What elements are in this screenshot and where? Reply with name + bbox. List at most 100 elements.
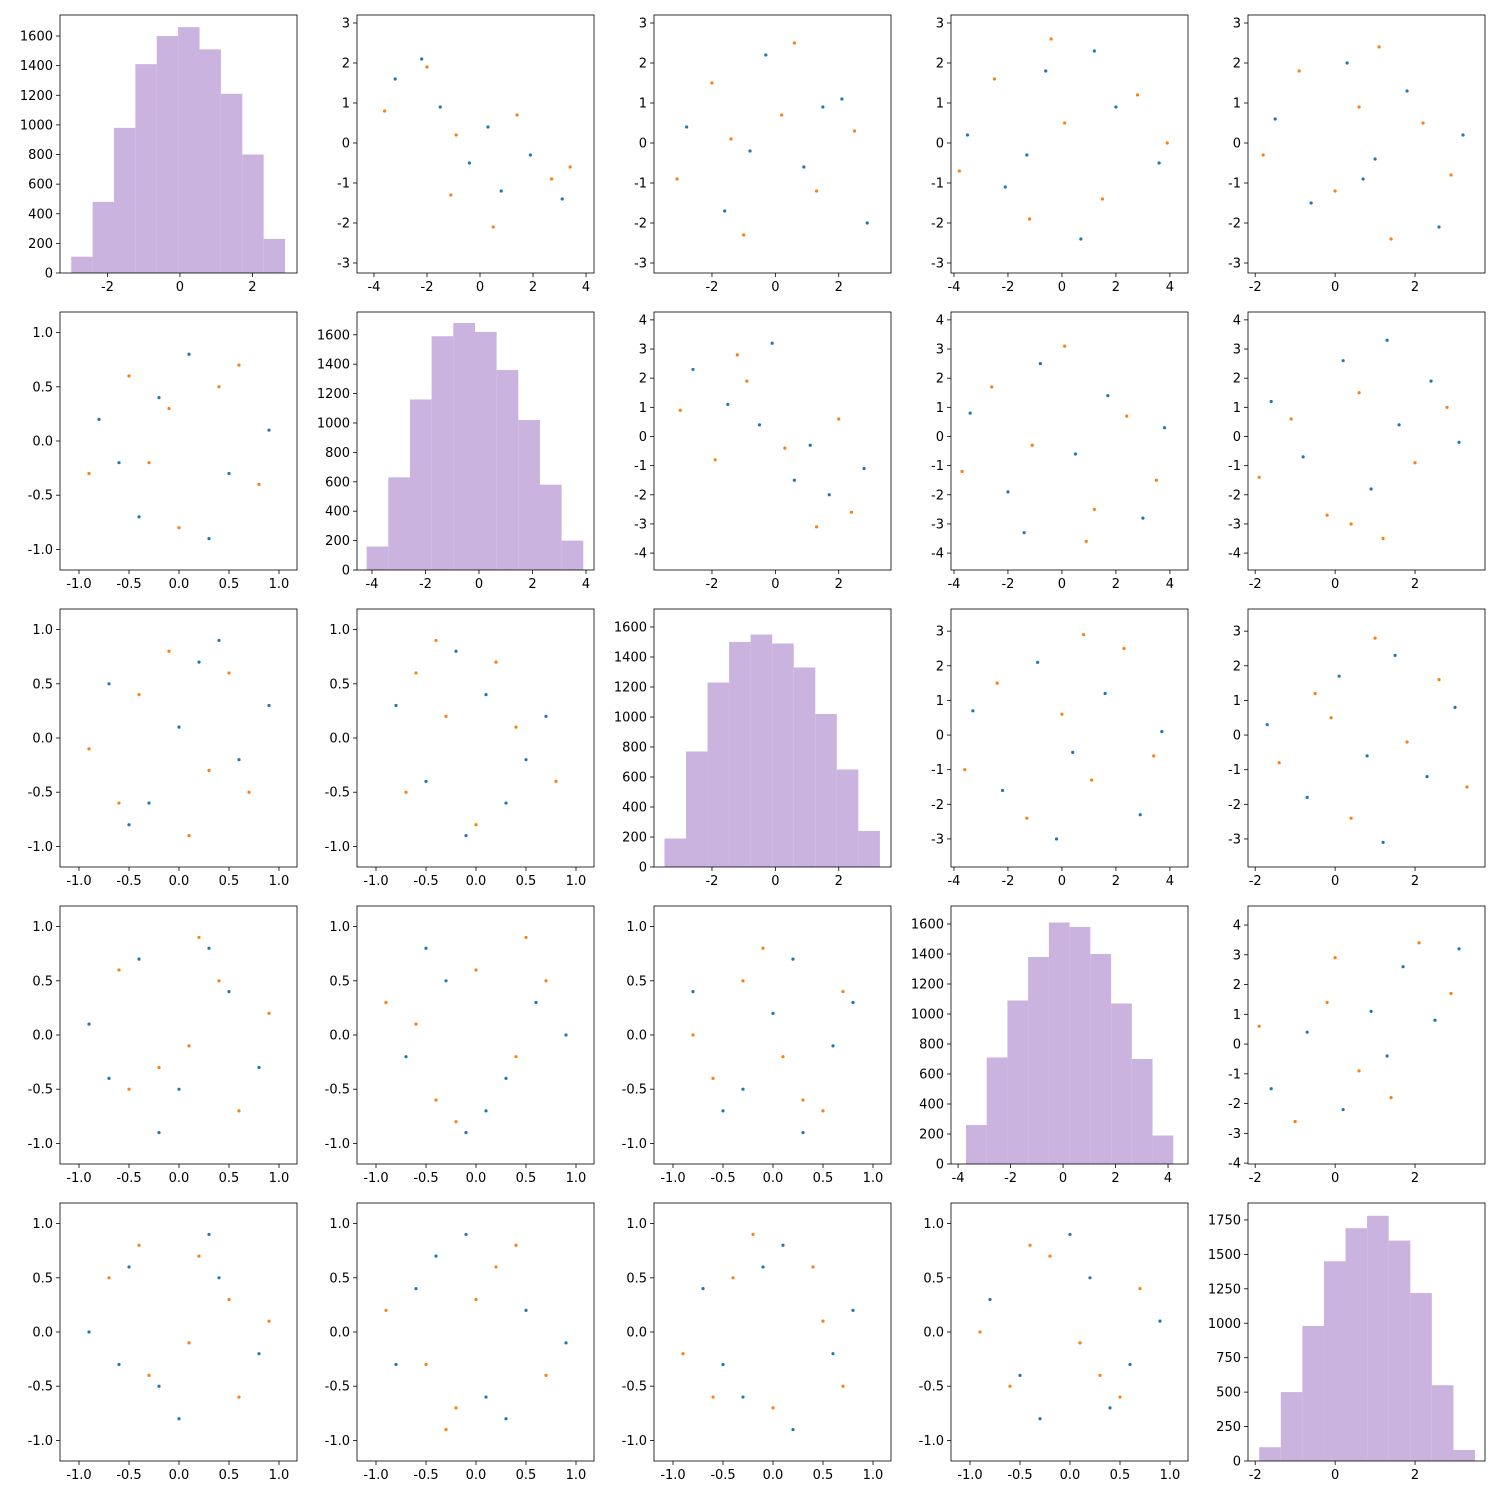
y-tick-label: -1 [931, 459, 944, 474]
y-tick-label: 0.5 [32, 1271, 53, 1286]
histogram-bar [1028, 957, 1049, 1164]
y-tick-label: -1.0 [622, 1137, 647, 1152]
x-tick-label: 0.0 [466, 874, 487, 889]
scatter-point [1257, 475, 1261, 479]
scatter-point [107, 1076, 111, 1080]
scatter-point [821, 105, 825, 109]
subplot: -1.0 -0.5 0.0 0.5 1.0 -1.0 -0.5 0.0 0.5 1.0 [325, 905, 595, 1186]
scatter-point [675, 177, 679, 181]
y-tick-label: 1500 [1208, 1248, 1241, 1263]
scatter-point [449, 193, 453, 197]
axes-frame [356, 608, 595, 868]
scatter-point [117, 461, 121, 465]
y-tick-label: -0.5 [28, 1083, 53, 1098]
scatter-point [87, 471, 91, 476]
histogram-bar [1410, 1292, 1432, 1461]
scatter-point [1078, 1341, 1082, 1345]
scatter-point [147, 461, 151, 465]
scatter-point [685, 125, 689, 129]
scatter-point [484, 1395, 488, 1399]
x-tick-label: 2 [1411, 1171, 1419, 1186]
axes-frame [59, 311, 298, 571]
scatter-point [217, 979, 221, 983]
y-tick-label: -2 [1228, 1097, 1241, 1112]
y-tick-label: 2 [342, 57, 350, 72]
scatter-point [549, 177, 554, 181]
x-tick-label: -1.0 [363, 1468, 388, 1483]
y-tick-label: 0.5 [626, 974, 647, 989]
x-tick-label: -0.5 [413, 1468, 438, 1483]
scatter-point [764, 53, 768, 57]
scatter-point [965, 133, 970, 137]
axes-frame [356, 311, 595, 571]
x-tick-label: 4 [582, 577, 590, 592]
scatter-point [713, 458, 717, 462]
x-tick-label: 0 [1058, 577, 1066, 592]
subplot: -4 -2 0 2 4 0 200 400 600 800 1000 1200 1400 1600 [317, 311, 595, 592]
y-tick-label: -4 [634, 547, 647, 562]
scatter-point [1437, 225, 1441, 229]
x-tick-label: 4 [582, 280, 590, 295]
scatter-point [87, 747, 91, 751]
axes-frame [59, 905, 298, 1165]
scatter-point [1036, 660, 1040, 664]
scatter-point [464, 1130, 468, 1135]
y-tick-label: 1 [1233, 97, 1241, 112]
x-tick-label: 0.0 [466, 1468, 487, 1483]
subplot: -1.0 -0.5 0.0 0.5 1.0 -1.0 -0.5 0.0 0.5 1.0 [622, 905, 892, 1186]
scatter-point [792, 41, 796, 45]
y-tick-label: 2 [1233, 372, 1241, 387]
y-tick-label: 0 [342, 137, 350, 152]
subplot: -2 0 2 -4 -3 -2 -1 0 1 2 3 4 [1228, 905, 1486, 1186]
scatter-point [207, 946, 211, 950]
scatter-point [197, 1254, 201, 1258]
scatter-point [267, 428, 271, 432]
x-tick-label: -0.5 [710, 1468, 735, 1483]
scatter-point [742, 233, 746, 237]
scatter-point [1313, 691, 1317, 696]
scatter-point [434, 638, 438, 643]
scatter-point [1063, 121, 1067, 125]
scatter-point [554, 779, 558, 783]
histogram-bar [1367, 1215, 1389, 1461]
y-tick-label: -2 [931, 798, 944, 813]
subplot: -1.0 -0.5 0.0 0.5 1.0 -1.0 -0.5 0.0 0.5 1.0 [325, 608, 595, 889]
histogram-bar [1007, 1000, 1029, 1164]
histogram-bar [156, 36, 179, 273]
scatter-point [107, 682, 111, 686]
y-tick-label: 0.0 [32, 732, 53, 747]
scatter-point [524, 1308, 528, 1312]
scatter-point [678, 408, 682, 412]
scatter-point [499, 189, 503, 193]
y-tick-label: -1 [1228, 459, 1241, 474]
scatter-point [770, 341, 774, 345]
y-tick-label: 0 [45, 267, 53, 282]
axes-frame [1247, 1202, 1486, 1462]
scatter-point [1369, 1009, 1373, 1013]
scatter-point [1457, 440, 1461, 444]
scatter-point [1079, 237, 1083, 241]
y-tick-label: 0 [936, 1158, 944, 1173]
scatter-point [117, 968, 121, 972]
scatter-point [1453, 705, 1457, 709]
scatter-point [227, 1297, 231, 1302]
y-tick-label: 0.5 [329, 1271, 350, 1286]
scatter-point [528, 153, 532, 157]
scatter-point [1357, 105, 1361, 109]
histogram-bar [750, 634, 773, 867]
axes-frame [653, 608, 892, 868]
y-tick-label: 2 [639, 57, 647, 72]
scatter-point [1027, 217, 1032, 221]
x-tick-label: -0.5 [116, 874, 141, 889]
scatter-point [1081, 633, 1086, 637]
y-tick-label: 0 [1233, 729, 1241, 744]
scatter-point [821, 1319, 825, 1323]
scatter-point [691, 367, 695, 372]
x-tick-label: -4 [947, 280, 960, 295]
x-tick-label: -2 [419, 577, 432, 592]
y-tick-label: 2 [936, 57, 944, 72]
y-tick-label: -3 [1228, 832, 1241, 847]
scatter-point [1154, 478, 1159, 482]
y-tick-label: 800 [919, 1038, 944, 1053]
x-tick-label: 2 [1411, 1468, 1419, 1483]
